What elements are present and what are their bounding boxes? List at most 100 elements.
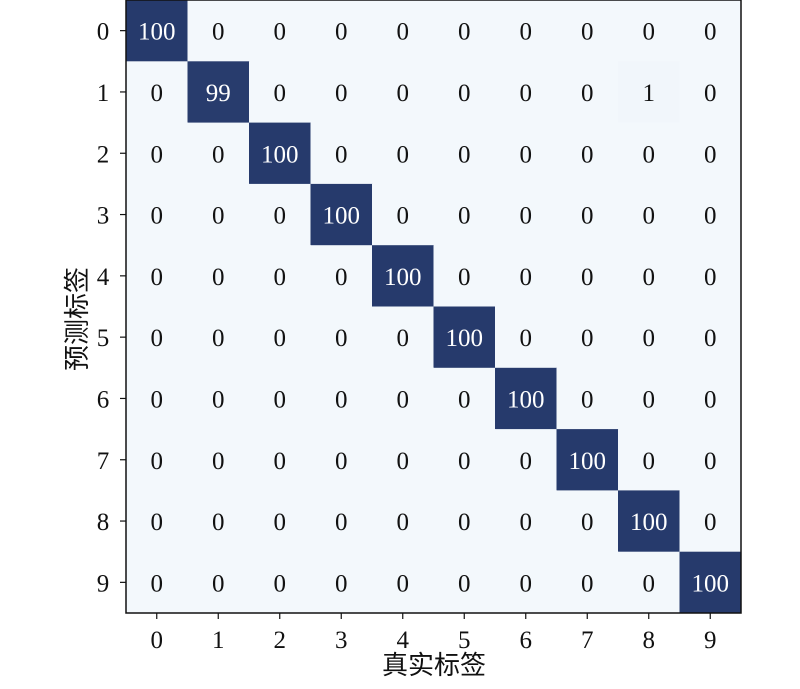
cell-value-label: 0 — [458, 386, 471, 413]
heatmap-cell — [310, 306, 373, 369]
heatmap-cell — [126, 551, 188, 614]
cell-value-label: 0 — [397, 141, 410, 168]
cell-value-label: 100 — [692, 570, 730, 597]
cell-value-label: 0 — [397, 80, 410, 107]
heatmap-cell — [310, 245, 373, 307]
heatmap-cell — [556, 61, 619, 124]
heatmap-cell — [187, 183, 250, 246]
heatmap-cell — [495, 122, 557, 185]
cell-value-label: 0 — [704, 448, 717, 475]
cell-value-label: 0 — [458, 570, 471, 597]
heatmap-cell — [495, 490, 557, 553]
heatmap-cell — [556, 122, 619, 185]
cell-value-label: 0 — [643, 203, 656, 230]
heatmap-cell — [618, 490, 680, 553]
cell-value-label: 0 — [335, 448, 348, 475]
cell-value-label: 0 — [643, 19, 656, 46]
x-axis-label: 真实标签 — [382, 651, 486, 680]
cell-value-label: 0 — [335, 509, 348, 536]
cell-value-label: 0 — [458, 80, 471, 107]
heatmap-cell — [249, 429, 311, 491]
y-tick-label: 6 — [97, 386, 110, 413]
x-tick-label: 4 — [397, 627, 410, 654]
cell-value-label: 0 — [520, 141, 533, 168]
cell-value-label: 0 — [520, 325, 533, 352]
heatmap-cell — [618, 183, 680, 246]
x-axis-ticks: 0 1 2 3 4 5 6 7 8 9 — [151, 613, 717, 654]
cell-value-label: 0 — [212, 203, 225, 230]
heatmap-cell — [618, 367, 680, 430]
cell-value-label: 0 — [520, 203, 533, 230]
cell-value-label: 100 — [384, 264, 422, 291]
cell-value-label: 0 — [335, 141, 348, 168]
heatmap-cell — [556, 429, 619, 491]
heatmap-cell — [249, 306, 311, 369]
heatmap-cell — [495, 61, 557, 124]
cell-value-label: 0 — [335, 19, 348, 46]
heatmap-cell — [249, 183, 311, 246]
heatmap-cell — [433, 429, 496, 491]
cell-value-label: 0 — [274, 203, 287, 230]
heatmap-cell — [556, 551, 619, 614]
cell-value-label: 0 — [274, 264, 287, 291]
heatmap-cell — [433, 551, 496, 614]
cell-value-label: 0 — [151, 264, 164, 291]
cell-value-label: 0 — [458, 448, 471, 475]
cell-value-label: 0 — [458, 509, 471, 536]
cell-value-label: 0 — [212, 570, 225, 597]
heatmap-cell — [187, 306, 250, 369]
cell-value-label: 0 — [581, 19, 594, 46]
cell-value-label: 0 — [643, 570, 656, 597]
heatmap-cell — [310, 551, 373, 614]
heatmap-cell — [495, 429, 557, 491]
cell-value-label: 0 — [397, 448, 410, 475]
y-tick-label: 8 — [97, 509, 110, 536]
cell-value-label: 0 — [151, 80, 164, 107]
cell-value-label: 0 — [212, 19, 225, 46]
heatmap-cell — [495, 306, 557, 369]
heatmap-cell — [495, 367, 557, 430]
heatmap-cell — [556, 490, 619, 553]
heatmap-cell — [126, 490, 188, 553]
cell-value-label: 0 — [643, 386, 656, 413]
heatmap-cell — [372, 551, 434, 614]
heatmap-cell — [556, 245, 619, 307]
heatmap-cell — [372, 122, 434, 185]
cell-value-label: 0 — [397, 386, 410, 413]
cell-value-label: 0 — [458, 203, 471, 230]
cell-value-label: 0 — [520, 509, 533, 536]
x-tick-label: 3 — [335, 627, 348, 654]
cell-value-label: 0 — [704, 19, 717, 46]
heatmap-cell — [433, 122, 496, 185]
heatmap-cell — [187, 490, 250, 553]
heatmap-cell — [495, 245, 557, 307]
cell-value-label: 0 — [643, 448, 656, 475]
cell-value-label: 99 — [206, 80, 231, 107]
cell-value-label: 100 — [569, 448, 607, 475]
heatmap-cell — [310, 490, 373, 553]
heatmap-cell — [679, 183, 742, 246]
cell-value-label: 0 — [274, 80, 287, 107]
cell-value-label: 0 — [704, 203, 717, 230]
x-tick-label: 9 — [704, 627, 717, 654]
y-tick-label: 1 — [97, 80, 110, 107]
cell-value-label: 0 — [581, 203, 594, 230]
heatmap-cell — [372, 490, 434, 553]
x-tick-label: 7 — [581, 627, 594, 654]
cell-value-label: 100 — [323, 203, 361, 230]
heatmap-cell — [126, 245, 188, 307]
heatmap-cell — [372, 61, 434, 124]
heatmap-cell — [433, 306, 496, 369]
heatmap-cell — [556, 367, 619, 430]
y-tick-label: 7 — [97, 448, 110, 475]
cell-value-label: 0 — [397, 19, 410, 46]
heatmap-cell — [187, 245, 250, 307]
y-tick-label: 2 — [97, 141, 110, 168]
y-axis-ticks: 0 1 2 3 4 5 6 7 8 9 — [97, 19, 126, 597]
cell-value-label: 0 — [520, 570, 533, 597]
heatmap-cell — [249, 245, 311, 307]
heatmap-cell — [372, 245, 434, 307]
cell-value-label: 0 — [520, 264, 533, 291]
x-tick-label: 1 — [212, 627, 225, 654]
cell-value-label: 0 — [212, 509, 225, 536]
